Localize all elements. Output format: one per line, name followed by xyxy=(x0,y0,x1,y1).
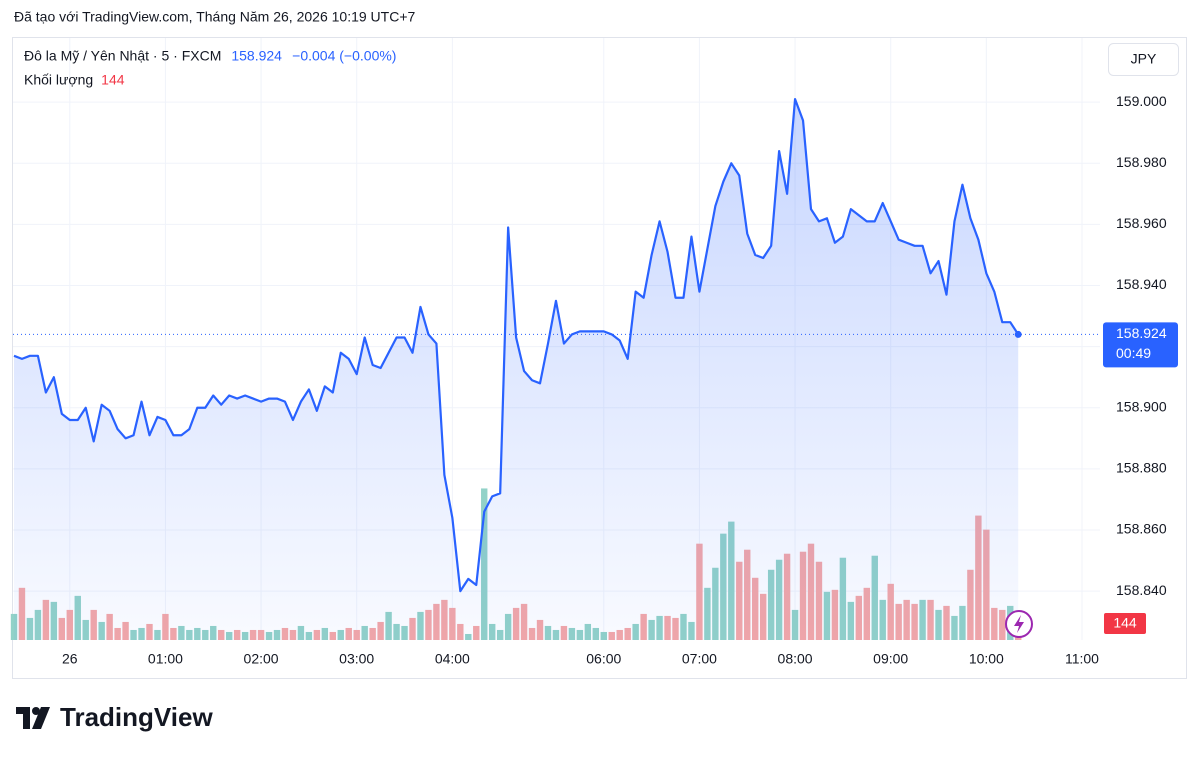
volume-tag xyxy=(1104,613,1146,634)
x-tick-label: 01:00 xyxy=(148,651,183,667)
x-tick-label: 26 xyxy=(62,651,78,667)
last-price-dot xyxy=(1014,330,1022,338)
price-line xyxy=(13,98,1020,593)
x-tick-label: 06:00 xyxy=(586,651,621,667)
x-tick-label: 09:00 xyxy=(873,651,908,667)
y-tick-label: 158.840 xyxy=(1116,582,1167,598)
price-tag xyxy=(1103,322,1178,368)
symbol: Đô la Mỹ / Yên Nhật · 5 · FXCM xyxy=(24,48,221,64)
price-layer xyxy=(13,98,1100,640)
countdown: 00:49 xyxy=(1116,345,1151,361)
y-tick-label: 158.960 xyxy=(1116,215,1167,231)
price-area xyxy=(14,99,1019,640)
currency[interactable]: JPY xyxy=(1131,51,1157,67)
alert-icon[interactable] xyxy=(1005,610,1033,638)
volume-tag-value: 144 xyxy=(1113,615,1137,631)
y-tick-label: 158.980 xyxy=(1116,154,1167,170)
x-tick-label: 10:00 xyxy=(969,651,1004,667)
legend-volume-name: Khối lượng xyxy=(24,72,93,88)
currency-button[interactable] xyxy=(1108,43,1179,76)
legend-change: −0.004 (−0.00%) xyxy=(292,48,396,64)
legend-price: 158.924 xyxy=(231,48,282,64)
x-tick-label: 07:00 xyxy=(682,651,717,667)
y-tick-label: 158.900 xyxy=(1116,398,1167,414)
x-tick-label: 02:00 xyxy=(244,651,279,667)
logo-text: TradingView xyxy=(60,702,213,732)
caption: Đã tạo với TradingView.com, Tháng Năm 26… xyxy=(14,9,415,25)
y-tick-label: 158.880 xyxy=(1116,460,1167,476)
y-tick-label: 158.860 xyxy=(1116,521,1167,537)
x-tick-label: 11:00 xyxy=(1065,651,1099,667)
x-tick-label: 03:00 xyxy=(339,651,374,667)
x-tick-label: 04:00 xyxy=(435,651,470,667)
logo-mark xyxy=(16,707,50,729)
y-tick-label: 158.940 xyxy=(1116,276,1167,292)
chart-frame xyxy=(12,37,1187,679)
legend-volume: 144 xyxy=(101,72,125,88)
y-tick-label: 159.000 xyxy=(1116,93,1167,109)
price-tag-value: 158.924 xyxy=(1116,325,1167,341)
x-tick-label: 08:00 xyxy=(778,651,813,667)
